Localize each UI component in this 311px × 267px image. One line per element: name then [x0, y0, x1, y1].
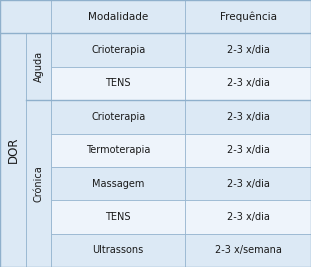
- Bar: [0, 234, 26, 267]
- Bar: [0, 200, 26, 234]
- Bar: [0, 134, 26, 167]
- Bar: [185, 200, 311, 234]
- Text: 2-3 x/dia: 2-3 x/dia: [227, 145, 269, 155]
- Bar: [0, 33, 26, 267]
- Bar: [26, 134, 51, 167]
- Text: Crioterapia: Crioterapia: [91, 112, 145, 122]
- Text: 2-3 x/dia: 2-3 x/dia: [227, 112, 269, 122]
- Bar: [26, 100, 51, 134]
- Bar: [185, 67, 311, 100]
- Text: Crioterapia: Crioterapia: [91, 45, 145, 55]
- Text: 2-3 x/dia: 2-3 x/dia: [227, 45, 269, 55]
- Bar: [26, 33, 51, 67]
- Bar: [0, 67, 26, 100]
- Text: 2-3 x/dia: 2-3 x/dia: [227, 179, 269, 189]
- Bar: [51, 100, 185, 134]
- Bar: [26, 234, 51, 267]
- Bar: [26, 33, 51, 100]
- Text: DOR: DOR: [7, 137, 20, 163]
- Text: Aguda: Aguda: [34, 51, 44, 82]
- Bar: [51, 0, 185, 33]
- Bar: [185, 33, 311, 67]
- Bar: [0, 100, 26, 134]
- Text: 2-3 x/dia: 2-3 x/dia: [227, 78, 269, 88]
- Bar: [185, 167, 311, 200]
- Text: Frequência: Frequência: [220, 11, 276, 22]
- Text: TENS: TENS: [105, 212, 131, 222]
- Text: 2-3 x/semana: 2-3 x/semana: [215, 245, 281, 255]
- Bar: [0, 167, 26, 200]
- Bar: [0, 33, 26, 67]
- Text: Termoterapia: Termoterapia: [86, 145, 150, 155]
- Bar: [26, 100, 51, 267]
- Text: 2-3 x/dia: 2-3 x/dia: [227, 212, 269, 222]
- Bar: [185, 0, 311, 33]
- Bar: [51, 33, 185, 67]
- Bar: [185, 100, 311, 134]
- Bar: [185, 234, 311, 267]
- Text: Crónica: Crónica: [34, 165, 44, 202]
- Text: Massagem: Massagem: [92, 179, 144, 189]
- Bar: [26, 67, 51, 100]
- Bar: [185, 134, 311, 167]
- Text: Ultrassons: Ultrassons: [93, 245, 144, 255]
- Text: Modalidade: Modalidade: [88, 12, 148, 22]
- Bar: [0, 0, 51, 33]
- Bar: [26, 200, 51, 234]
- Bar: [51, 134, 185, 167]
- Bar: [51, 167, 185, 200]
- Bar: [51, 67, 185, 100]
- Bar: [51, 234, 185, 267]
- Text: TENS: TENS: [105, 78, 131, 88]
- Bar: [26, 167, 51, 200]
- Bar: [51, 200, 185, 234]
